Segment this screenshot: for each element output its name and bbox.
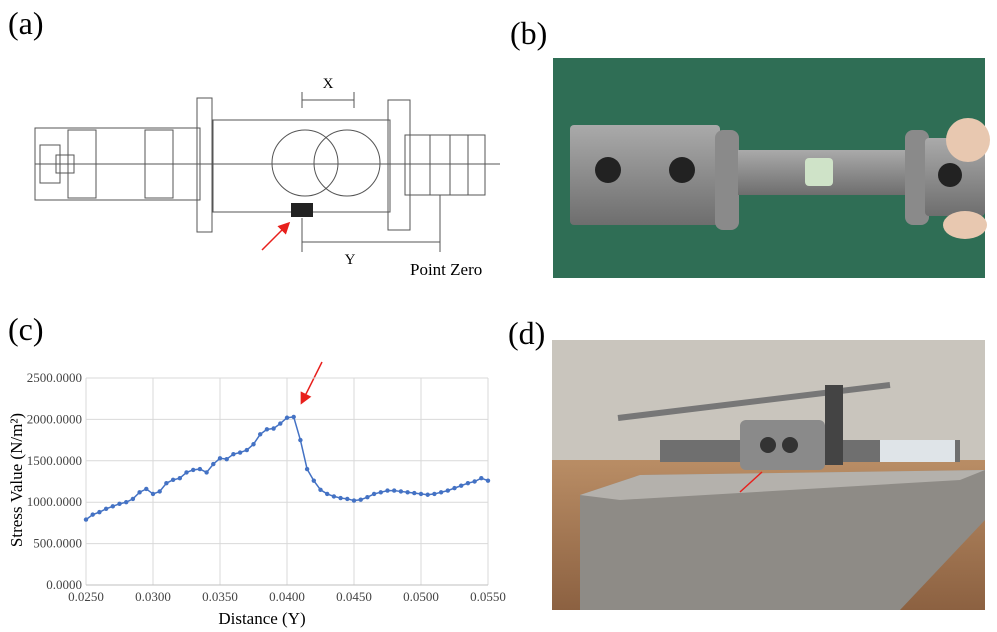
data-point (158, 489, 162, 493)
data-point (285, 416, 289, 420)
y-tick-label: 2500.0000 (27, 370, 82, 385)
data-point (238, 450, 242, 454)
data-point (198, 467, 202, 471)
data-point (432, 492, 436, 496)
x-tick-label: 0.0250 (68, 589, 104, 604)
chart: Distance (Y) Stress Value (N/m²) 0.00005… (7, 362, 506, 628)
data-point (292, 415, 296, 419)
x-tick-label: 0.0550 (470, 589, 506, 604)
data-point (278, 421, 282, 425)
data-point (251, 442, 255, 446)
data-point (231, 452, 235, 456)
x-tick-label: 0.0350 (202, 589, 238, 604)
diagram-label: X (323, 76, 334, 92)
data-point (439, 490, 443, 494)
data-point (117, 502, 121, 506)
data-point (379, 490, 383, 494)
data-point (191, 468, 195, 472)
panel-label: (c) (8, 311, 44, 347)
data-point (178, 476, 182, 480)
data-point (124, 500, 128, 504)
data-point (97, 510, 101, 514)
x-axis-title: Distance (Y) (218, 609, 305, 628)
x-tick-label: 0.0450 (336, 589, 372, 604)
data-point (204, 470, 208, 474)
data-point (225, 457, 229, 461)
x-tick-label: 0.0500 (403, 589, 439, 604)
data-point (359, 498, 363, 502)
data-point (446, 488, 450, 492)
data-point (365, 495, 369, 499)
data-point (419, 492, 423, 496)
diagram-label: Y (345, 252, 356, 268)
data-point (171, 478, 175, 482)
panel-label: (a) (8, 5, 44, 41)
data-point (305, 467, 309, 471)
data-point (325, 492, 329, 496)
data-point (84, 517, 88, 521)
data-point (385, 488, 389, 492)
data-point (211, 462, 215, 466)
data-point (137, 490, 141, 494)
x-tick-label: 0.0300 (135, 589, 171, 604)
data-point (486, 478, 490, 482)
data-point (345, 497, 349, 501)
data-point (91, 512, 95, 516)
data-point (332, 494, 336, 498)
data-point (144, 487, 148, 491)
data-point (479, 476, 483, 480)
photo (553, 58, 990, 278)
data-point (318, 488, 322, 492)
y-tick-label: 2000.0000 (27, 411, 82, 426)
data-point (466, 481, 470, 485)
photo (552, 340, 985, 610)
panel-label: (b) (510, 15, 547, 51)
data-point (472, 479, 476, 483)
data-point (258, 432, 262, 436)
data-point (405, 490, 409, 494)
panel-label: (d) (508, 315, 545, 351)
y-tick-label: 500.0000 (33, 536, 82, 551)
diagram-label: Point Zero (410, 260, 482, 279)
data-point (459, 483, 463, 487)
data-point (271, 426, 275, 430)
data-point (312, 478, 316, 482)
y-tick-label: 1500.0000 (27, 453, 82, 468)
data-point (372, 492, 376, 496)
data-point (392, 488, 396, 492)
data-point (184, 470, 188, 474)
sensor (291, 203, 313, 217)
data-point (265, 427, 269, 431)
data-point (218, 456, 222, 460)
diagram (35, 92, 500, 252)
data-point (164, 481, 168, 485)
data-point (426, 493, 430, 497)
data-point (298, 438, 302, 442)
data-point (245, 448, 249, 452)
data-point (399, 489, 403, 493)
x-tick-label: 0.0400 (269, 589, 305, 604)
data-point (111, 504, 115, 508)
arrow (262, 224, 288, 250)
data-point (104, 507, 108, 511)
data-point (338, 496, 342, 500)
y-axis-title: Stress Value (N/m²) (7, 413, 26, 547)
data-point (151, 492, 155, 496)
data-point (452, 486, 456, 490)
y-tick-label: 1000.0000 (27, 494, 82, 509)
arrow (302, 362, 322, 402)
data-point (352, 498, 356, 502)
data-point (131, 497, 135, 501)
figure: (a) (b) (c) (d) X Y Point Zero (0, 0, 997, 632)
data-point (412, 491, 416, 495)
